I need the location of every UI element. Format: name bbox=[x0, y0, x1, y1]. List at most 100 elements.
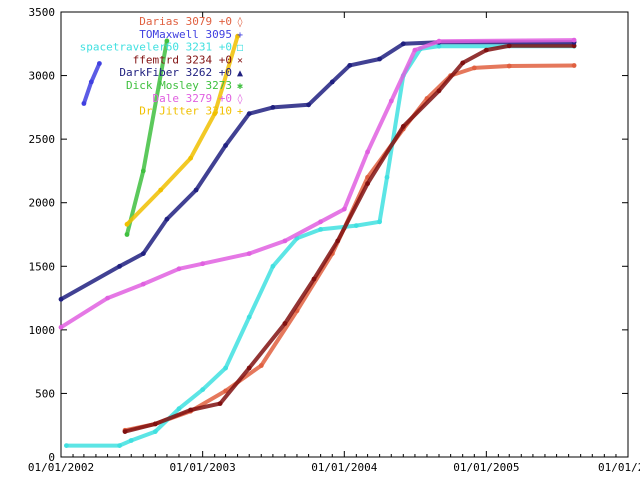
data-point bbox=[246, 365, 252, 371]
data-point bbox=[347, 63, 353, 68]
data-point bbox=[246, 251, 252, 256]
data-point bbox=[140, 168, 146, 174]
legend-marker: ◊ bbox=[237, 93, 243, 105]
data-point bbox=[58, 324, 64, 330]
data-point bbox=[217, 401, 223, 406]
data-point bbox=[246, 314, 252, 320]
data-point bbox=[436, 43, 442, 49]
legend-label: ffemtrd 3234 +0 bbox=[133, 53, 232, 66]
data-point bbox=[483, 47, 489, 53]
x-axis: 01/01/2002 01/01/2003 01/01/2004 01/01/2005… bbox=[28, 12, 640, 474]
data-point bbox=[164, 38, 170, 44]
data-point bbox=[176, 266, 182, 272]
series-line-0 bbox=[123, 63, 577, 433]
data-point bbox=[436, 38, 442, 44]
legend-marker: ▲ bbox=[237, 68, 243, 79]
data-point bbox=[571, 37, 577, 43]
x-tick-label: 01/01/20 bbox=[598, 461, 640, 474]
y-tick-label: 3500 bbox=[29, 6, 56, 19]
y-tick-label: 2000 bbox=[29, 197, 56, 210]
data-point bbox=[81, 101, 87, 106]
legend-label: Dr Jitter 3310 bbox=[139, 105, 232, 118]
y-tick-label: 1500 bbox=[29, 260, 56, 273]
data-point bbox=[223, 388, 229, 394]
legend-marker: ◊ bbox=[237, 16, 243, 28]
y-tick-label: 1000 bbox=[29, 324, 56, 337]
y-tick-label: 3000 bbox=[29, 70, 56, 83]
legend-marker: ✱ bbox=[237, 81, 243, 92]
data-point bbox=[200, 387, 206, 392]
series-line-6 bbox=[59, 38, 577, 330]
data-point bbox=[105, 295, 110, 301]
x-tick-label: 01/01/2005 bbox=[453, 461, 519, 474]
x-tick-label: 01/01/2002 bbox=[28, 461, 94, 474]
y-tick-label: 2500 bbox=[29, 133, 56, 146]
data-point bbox=[506, 43, 512, 49]
legend-marker: × bbox=[237, 55, 243, 66]
data-point bbox=[388, 98, 394, 104]
data-point bbox=[58, 296, 64, 302]
data-point bbox=[176, 406, 182, 412]
legend-label: spacetraveler60 3231 +0 bbox=[80, 41, 232, 54]
data-point bbox=[282, 238, 288, 244]
data-point bbox=[400, 41, 406, 47]
data-point bbox=[117, 263, 122, 269]
data-point bbox=[258, 363, 264, 368]
y-tick-label: 500 bbox=[35, 387, 55, 400]
data-point bbox=[306, 102, 311, 108]
y-tick-label: 0 bbox=[48, 451, 55, 464]
data-point bbox=[223, 143, 229, 148]
data-point bbox=[471, 65, 477, 71]
data-point bbox=[164, 216, 170, 222]
data-point bbox=[212, 111, 218, 117]
data-point bbox=[117, 443, 122, 448]
data-point bbox=[223, 365, 229, 371]
data-point bbox=[235, 33, 241, 39]
data-point bbox=[377, 219, 382, 225]
legend-label: Dick Mosley 3273 bbox=[126, 79, 232, 92]
data-point bbox=[193, 187, 199, 193]
data-point bbox=[158, 187, 164, 193]
data-point bbox=[282, 321, 288, 326]
series-layer bbox=[58, 33, 577, 448]
legend: Darias 3079 +0 ◊ TOMaxwell 3095 + spacetrave… bbox=[80, 15, 243, 118]
data-point bbox=[460, 60, 466, 66]
data-point bbox=[152, 429, 158, 434]
data-point bbox=[124, 232, 130, 237]
data-point bbox=[571, 43, 577, 49]
legend-label: Dale 3279 +0 bbox=[153, 92, 232, 105]
legend-marker: + bbox=[237, 30, 243, 41]
data-point bbox=[188, 155, 194, 161]
data-point bbox=[412, 47, 418, 53]
data-point bbox=[64, 443, 69, 448]
data-point bbox=[353, 223, 359, 229]
legend-label: DarkFiber 3262 +0 bbox=[119, 66, 232, 79]
data-point bbox=[365, 181, 370, 187]
legend-marker: □ bbox=[237, 43, 243, 54]
data-point bbox=[329, 79, 335, 85]
legend-label: Darias 3079 +0 bbox=[139, 15, 232, 28]
data-point bbox=[270, 105, 276, 110]
data-point bbox=[384, 174, 390, 180]
data-point bbox=[318, 227, 323, 232]
data-point bbox=[200, 261, 206, 267]
data-point bbox=[335, 238, 341, 244]
data-point bbox=[97, 61, 102, 66]
y-axis: 0 500 1000 1500 2000 2500 3000 3500 bbox=[29, 6, 628, 464]
data-point bbox=[246, 111, 252, 117]
data-point bbox=[188, 407, 194, 413]
legend-marker: + bbox=[237, 107, 243, 118]
data-point bbox=[377, 56, 382, 62]
data-point bbox=[128, 438, 134, 443]
x-tick-label: 01/01/2003 bbox=[170, 461, 236, 474]
data-point bbox=[270, 263, 276, 269]
data-point bbox=[140, 251, 146, 256]
data-point bbox=[140, 281, 146, 287]
data-point bbox=[311, 276, 317, 282]
data-point bbox=[571, 63, 577, 68]
data-point bbox=[318, 219, 323, 225]
data-point bbox=[400, 124, 406, 129]
data-point bbox=[341, 206, 347, 212]
